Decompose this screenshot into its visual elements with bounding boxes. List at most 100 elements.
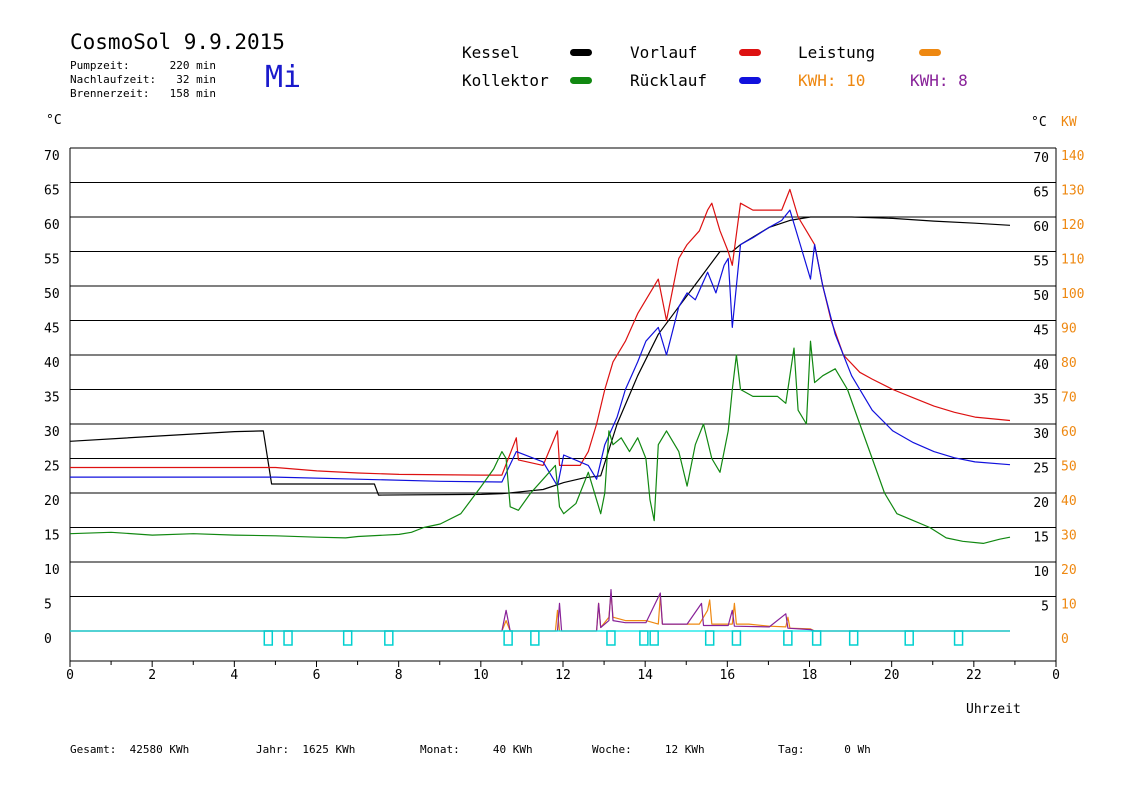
y-tick-label-right-c: 50 [1033, 289, 1049, 304]
x-tick-label: 20 [884, 668, 900, 683]
y-tick-label-right-c: 30 [1033, 427, 1049, 442]
y-tick-label-left: 20 [44, 494, 60, 509]
footer-gesamt: Gesamt: 42580 KWh [70, 743, 189, 756]
legend-kessel-label: Kessel [462, 43, 520, 62]
y-tick-label-right-c: 40 [1033, 358, 1049, 373]
y-tick-label-left: 5 [44, 598, 52, 613]
left-axis-unit: °C [46, 113, 62, 128]
y-tick-label-right-kw: 60 [1061, 425, 1077, 440]
info-pumpzeit: Pumpzeit: 220 min [70, 59, 216, 72]
y-tick-label-right-kw: 140 [1061, 149, 1084, 164]
kwh-value: 10 [846, 71, 866, 90]
footer-tag: Tag: 0 Wh [778, 743, 871, 756]
footer-value: 42580 KWh [129, 743, 190, 756]
footer-label: Jahr: [256, 743, 290, 756]
x-tick-label: 6 [313, 668, 321, 683]
y-tick-label-left: 65 [44, 184, 60, 199]
x-axis: 0 2 4 6 8 10 12 14 16 18 20 22 0 [66, 661, 1060, 683]
y-tick-label-right-c: 5 [1041, 600, 1049, 615]
x-axis-label: Uhrzeit [966, 702, 1021, 717]
info-brennerzeit: Brennerzeit: 158 min [70, 87, 216, 100]
y-axis-right-labels: 5 10 15 20 25 30 35 40 45 50 55 60 65 70 0 10 20 30 40 50 60… [1033, 149, 1084, 647]
right-axis-unit-kw: KW [1061, 115, 1077, 130]
y-tick-label-left: 55 [44, 253, 60, 268]
pump-marker [783, 630, 793, 646]
y-tick-label-right-kw: 30 [1061, 529, 1077, 544]
y-tick-label-right-c: 55 [1033, 255, 1049, 270]
series-kessel [69, 216, 1011, 496]
x-tick-label: 2 [148, 668, 156, 683]
footer-value: 40 KWh [492, 743, 533, 756]
y-tick-label-right-kw: 50 [1061, 460, 1077, 475]
kwh-label: KWH: [910, 71, 949, 90]
footer-label: Woche: [592, 743, 632, 756]
footer-value: 1625 KWh [302, 743, 356, 756]
info-value: 220 min [169, 59, 216, 72]
pump-marker [649, 630, 659, 646]
y-tick-label-left: 25 [44, 460, 60, 475]
y-tick-label-left: 10 [44, 563, 60, 578]
y-tick-label-right-kw: 120 [1061, 218, 1084, 233]
grid-lines [69, 147, 1057, 662]
footer-label: Monat: [420, 743, 460, 756]
pump-marker [848, 630, 859, 646]
legend-kwh-orange: KWH: 10 [798, 71, 865, 90]
pump-marker [606, 630, 616, 646]
y-tick-label-right-c: 60 [1033, 220, 1049, 235]
y-tick-label-right-c: 15 [1033, 531, 1049, 546]
pump-marker [811, 630, 822, 646]
kwh-label: KWH: [798, 71, 837, 90]
x-tick-label: 10 [473, 668, 489, 683]
pump-marker [704, 630, 715, 646]
y-tick-label-right-kw: 80 [1061, 356, 1077, 371]
y-tick-label-right-c: 35 [1033, 393, 1049, 408]
y-tick-label-left: 30 [44, 425, 60, 440]
legend-vorlauf-swatch [739, 49, 761, 56]
pump-marker [503, 630, 513, 646]
series-r-cklauf [70, 209, 1011, 487]
footer-jahr: Jahr: 1625 KWh [256, 743, 355, 756]
legend-kollektor-label: Kollektor [462, 71, 549, 90]
y-tick-label-left: 45 [44, 322, 60, 337]
pump-marker [731, 630, 742, 646]
info-value: 32 min [176, 73, 216, 86]
y-tick-label-right-kw: 40 [1061, 494, 1077, 509]
legend-kollektor-swatch [570, 77, 592, 84]
y-tick-label-right-c: 65 [1033, 186, 1049, 201]
pump-markers [263, 630, 964, 646]
kwh-value: 8 [958, 71, 968, 90]
info-label: Brennerzeit: [70, 87, 150, 100]
legend-ruecklauf-swatch [739, 77, 761, 84]
legend-kwh-purple: KWH: 8 [910, 71, 968, 90]
pump-marker [342, 630, 353, 646]
y-tick-label-right-c: 70 [1033, 151, 1049, 166]
info-nachlaufzeit: Nachlaufzeit: 32 min [70, 73, 216, 86]
pump-marker [639, 630, 649, 646]
pump-marker [384, 630, 394, 646]
y-tick-label-right-kw: 20 [1061, 563, 1077, 578]
pump-marker [283, 630, 293, 646]
legend-ruecklauf-label: Rücklauf [630, 71, 708, 90]
y-tick-label-right-kw: 100 [1061, 287, 1084, 302]
x-tick-label: 12 [555, 668, 571, 683]
right-axis-unit-c: °C [1031, 115, 1047, 130]
footer-woche: Woche: 12 KWh [592, 743, 705, 756]
weekday-label: Mi [265, 60, 302, 95]
series-vorlauf [70, 188, 1011, 476]
y-tick-label-right-c: 20 [1033, 496, 1049, 511]
footer-label: Gesamt: [70, 743, 117, 756]
legend-leistung-swatch [919, 49, 941, 56]
pump-marker [904, 630, 914, 646]
info-label: Pumpzeit: [70, 59, 130, 72]
series-leistung [70, 592, 1010, 632]
x-tick-label: 4 [230, 668, 238, 683]
y-tick-label-left: 70 [44, 149, 60, 164]
y-tick-label-left: 40 [44, 356, 60, 371]
legend-vorlauf-label: Vorlauf [630, 43, 698, 62]
footer-value: 12 KWh [664, 743, 705, 756]
x-tick-label: 0 [66, 668, 74, 683]
footer-monat: Monat: 40 KWh [420, 743, 533, 756]
x-tick-label: 0 [1052, 668, 1060, 683]
x-tick-label: 18 [802, 668, 818, 683]
